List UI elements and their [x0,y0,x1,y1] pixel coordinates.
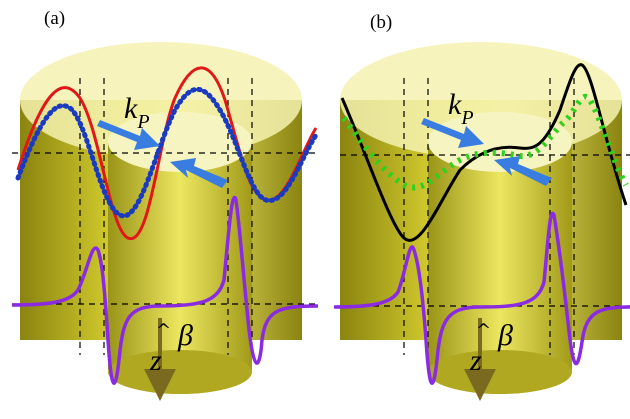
panel-a-z-label: z [149,344,162,377]
panel-b-beta-label: β [497,319,513,352]
panel-a-pulse [11,195,319,385]
panel-b-black-curve [340,63,628,242]
panel-a: (a) kP [11,8,319,401]
blue-arrow-icon [421,118,552,186]
panel-b: (b) kP z ^ β [333,12,630,401]
panel-b-z-hat: ^ [476,320,491,341]
panel-a-blue-dots [15,86,319,219]
blue-arrow-icon [97,120,228,188]
panel-b-label: (b) [370,12,392,33]
panel-b-pulse [333,211,630,385]
panel-a-z-hat: ^ [156,320,171,341]
panel-a-beta-label: β [177,319,193,352]
panel-b-z-label: z [469,344,482,377]
inner-cylinder-top [108,112,252,172]
inner-cylinder-top-b [428,112,572,172]
panel-a-label: (a) [44,8,65,29]
panel-a-wave-label: kP [124,92,150,133]
inner-cylinder-bottom-b [428,350,572,394]
inner-cylinder-bottom [108,350,252,394]
panel-b-wave-label: kP [448,88,474,129]
